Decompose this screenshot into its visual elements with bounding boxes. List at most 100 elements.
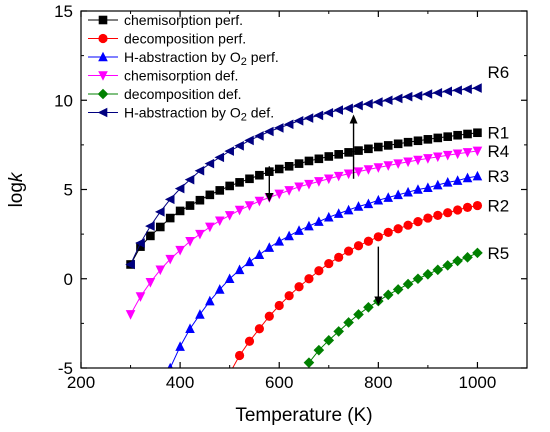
arrow-annotation — [265, 166, 274, 202]
y-tick-label: 5 — [64, 181, 73, 200]
y-axis-title-italic: k — [6, 171, 27, 182]
data-point-R2 — [294, 282, 304, 292]
data-point-R2 — [274, 300, 284, 311]
data-point-R5 — [313, 344, 325, 356]
reaction-label-R4: R4 — [487, 142, 509, 161]
arrow-head — [265, 192, 274, 202]
data-point-R1 — [473, 128, 482, 138]
reaction-label-R5: R5 — [487, 244, 509, 263]
legend-marker — [98, 51, 108, 62]
legend-label-main: H-abstraction by O — [124, 49, 241, 65]
series-line-R5 — [308, 252, 478, 363]
reaction-label-R6: R6 — [487, 63, 509, 82]
reaction-label-R3: R3 — [487, 167, 509, 186]
arrow-annotation — [349, 114, 358, 179]
data-point-R6 — [452, 85, 462, 96]
data-point-R4 — [373, 163, 384, 173]
x-tick-label: 1000 — [459, 373, 497, 392]
data-point-R4 — [244, 201, 255, 211]
data-point-R3 — [284, 230, 294, 241]
data-point-R3 — [323, 211, 334, 222]
x-axis-title: Temperature (K) — [235, 405, 372, 426]
data-point-R3 — [294, 225, 304, 235]
data-point-R5 — [412, 273, 424, 285]
data-point-R4 — [195, 229, 205, 240]
data-point-R2 — [264, 311, 274, 321]
data-point-R3 — [423, 182, 433, 193]
data-point-R3 — [363, 198, 374, 209]
data-point-R3 — [224, 273, 235, 284]
data-point-R1 — [383, 141, 393, 150]
data-point-R2 — [254, 324, 264, 334]
data-point-R2 — [234, 350, 245, 361]
data-point-R1 — [314, 154, 324, 164]
legend-label-main: H-abstraction by O — [124, 105, 241, 121]
legend-label-sub: 2 — [241, 112, 247, 124]
legend-item: chemisorption def. — [88, 68, 238, 84]
data-point-R1 — [274, 164, 284, 174]
arrow-head — [349, 114, 358, 124]
x-tick-label: 400 — [166, 373, 194, 392]
legend-marker — [97, 107, 108, 118]
data-point-R2 — [443, 208, 453, 218]
reaction-labels: R1 R2 R3 R4 R5 R6 — [487, 63, 509, 263]
y-tick-label: 15 — [54, 2, 73, 21]
data-point-R2 — [373, 232, 383, 242]
data-point-R6 — [204, 158, 215, 169]
data-point-R5 — [363, 302, 374, 313]
data-point-R5 — [442, 260, 454, 271]
data-point-R1 — [304, 156, 314, 166]
legend-item: H-abstraction by O2 perf. — [88, 49, 279, 68]
data-point-R1 — [165, 213, 175, 223]
data-point-R6 — [402, 91, 413, 102]
data-point-R3 — [462, 172, 473, 183]
legend-label-main: chemisorption perf. — [124, 12, 243, 28]
data-point-R1 — [403, 137, 413, 147]
legend-item: decomposition def. — [88, 86, 242, 102]
data-point-R1 — [284, 161, 294, 171]
legend-label-suffix: perf. — [247, 49, 279, 65]
data-point-R4 — [214, 216, 225, 227]
data-point-R5 — [452, 255, 463, 267]
data-point-R6 — [234, 140, 244, 151]
data-point-R5 — [392, 284, 404, 295]
data-point-R4 — [274, 189, 285, 200]
data-point-R5 — [402, 278, 414, 290]
arrow-layer — [265, 114, 383, 306]
data-point-R1 — [255, 170, 264, 180]
data-point-R4 — [205, 222, 215, 233]
data-point-R1 — [423, 135, 433, 144]
data-point-R3 — [244, 256, 255, 267]
legend-item: decomposition perf. — [88, 31, 246, 47]
data-point-R5 — [462, 252, 473, 263]
data-point-R5 — [323, 335, 335, 346]
data-point-R5 — [353, 309, 364, 320]
y-axis-title: logk — [6, 171, 27, 207]
data-point-R2 — [353, 241, 364, 251]
data-point-R3 — [403, 186, 413, 197]
data-point-R2 — [462, 202, 473, 212]
data-point-R4 — [333, 171, 344, 182]
data-point-R6 — [283, 119, 294, 130]
legend-label: chemisorption def. — [124, 68, 238, 84]
reaction-label-R1: R1 — [487, 124, 509, 143]
data-point-R4 — [363, 165, 374, 175]
y-tick-label: 10 — [54, 91, 73, 110]
legend-label: H-abstraction by O2 perf. — [124, 49, 279, 68]
data-point-R1 — [324, 152, 334, 161]
data-point-R6 — [174, 183, 185, 194]
legend: chemisorption perf. decomposition perf. H-… — [88, 12, 279, 124]
data-point-R2 — [472, 200, 483, 211]
data-point-R6 — [254, 131, 264, 141]
data-point-R3 — [442, 177, 453, 187]
data-point-R2 — [453, 205, 463, 215]
data-point-R4 — [462, 148, 473, 158]
data-point-R2 — [324, 258, 334, 269]
data-point-R3 — [393, 189, 403, 200]
data-point-R6 — [214, 152, 225, 163]
data-point-R2 — [284, 291, 294, 301]
data-point-R4 — [304, 179, 314, 190]
data-point-R6 — [422, 89, 433, 99]
data-point-R6 — [244, 135, 254, 146]
data-point-R4 — [413, 155, 423, 166]
